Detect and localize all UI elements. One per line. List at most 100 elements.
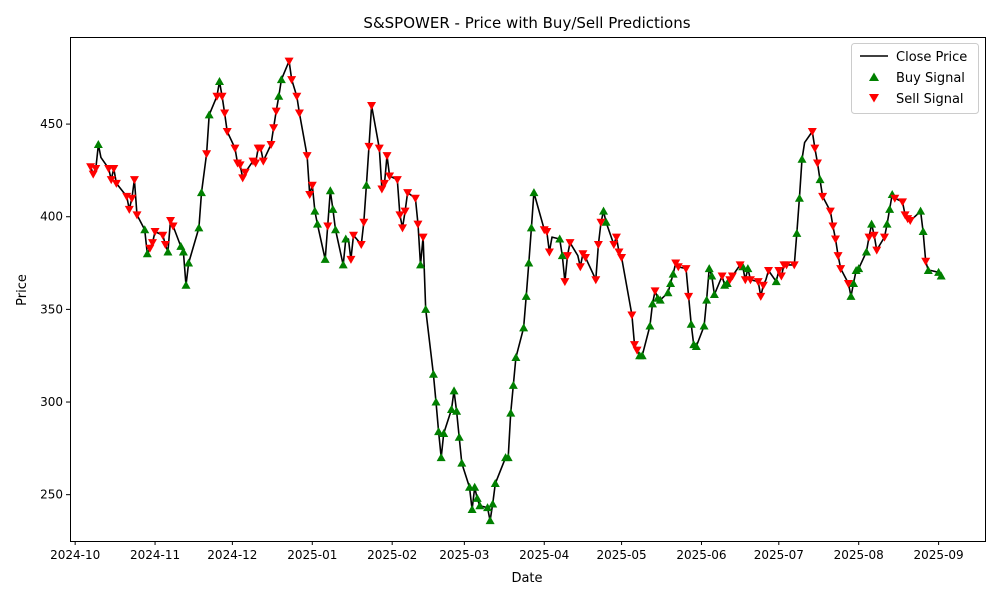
legend-sell-signal: Sell Signal <box>896 92 964 107</box>
y-tick-label: 450 <box>40 117 63 131</box>
sell-signal-point <box>305 191 315 199</box>
sell-signal-point <box>302 152 312 161</box>
buy-signal-point <box>599 206 609 215</box>
buy-signal-point <box>428 369 438 378</box>
buy-signal-point <box>449 386 459 395</box>
buy-signal-point <box>330 225 340 234</box>
buy-signal-point <box>312 219 322 228</box>
buy-signal-point <box>663 288 673 297</box>
x-tick-label: 2025-08 <box>834 548 884 562</box>
sell-signal-point <box>684 292 694 301</box>
buy-signal-point <box>936 271 946 280</box>
sell-signal-point <box>836 265 846 274</box>
buy-signal-point <box>521 291 531 300</box>
buy-signal-point <box>140 225 150 234</box>
sell-signal-point <box>382 152 392 161</box>
sell-signal-point <box>763 266 773 275</box>
sell-signal-point <box>346 255 356 264</box>
buy-signal-point <box>194 223 204 232</box>
sell-signal-point <box>397 224 407 233</box>
buy-signal-point <box>338 260 348 269</box>
sell-signal-point <box>774 266 784 275</box>
x-tick-label: 2025-09 <box>914 548 964 562</box>
sell-signal-point <box>202 150 212 159</box>
x-tick-label: 2024-12 <box>207 548 257 562</box>
sell-signal-point <box>127 194 137 203</box>
buy-signal-point <box>310 206 320 215</box>
sell-signal-point <box>258 157 268 166</box>
buy-signal-point <box>184 258 194 267</box>
buy-signal-point <box>557 251 567 260</box>
x-tick-label: 2024-11 <box>130 548 180 562</box>
sell-signal-point <box>220 109 230 118</box>
sell-signal-point <box>287 76 297 85</box>
buy-signal-point <box>918 227 928 236</box>
sell-signal-point <box>872 246 882 255</box>
x-tick-label: 2025-07 <box>754 548 804 562</box>
sell-signal-point <box>106 176 116 185</box>
x-tick-label: 2025-06 <box>676 548 726 562</box>
sell-signal-point <box>812 159 822 168</box>
buy-signal-point <box>490 479 500 488</box>
sell-signal-point <box>374 144 384 153</box>
buy-signal-point <box>882 219 892 228</box>
sell-signal-point <box>609 241 619 250</box>
sell-signal-point <box>807 128 817 136</box>
sell-signal-point <box>717 272 727 281</box>
buy-signal-point <box>601 217 611 226</box>
sell-signal-point <box>88 170 98 179</box>
plot-frame <box>70 37 986 542</box>
buy-signal-point <box>743 264 753 273</box>
sell-signal-point <box>377 185 387 194</box>
buy-signal-point <box>645 321 655 330</box>
y-tick-label: 400 <box>40 210 63 224</box>
buy-signal-point <box>506 408 516 417</box>
buy-signal-point <box>861 247 871 256</box>
buy-signal-point <box>178 247 188 256</box>
buy-signal-point <box>434 427 444 436</box>
sell-signal-point <box>629 341 639 350</box>
buy-signal-point <box>142 249 152 258</box>
sell-signal-point <box>240 168 250 177</box>
sell-signal-point <box>591 276 601 285</box>
buy-signal-point <box>699 321 709 330</box>
buy-signal-point <box>457 458 467 467</box>
y-axis-ticks: 250 300 350 400 450 <box>40 117 70 502</box>
sell-signal-point <box>898 198 908 207</box>
legend: Close Price Buy Signal Sell Signal <box>851 43 979 114</box>
sell-signal-point <box>132 211 142 220</box>
y-axis-label: Price <box>15 274 30 306</box>
legend-box <box>851 43 979 114</box>
x-tick-label: 2025-04 <box>519 548 569 562</box>
sell-signal-markers <box>86 57 931 355</box>
buy-signal-point <box>470 482 480 491</box>
buy-signal-point <box>722 278 732 287</box>
legend-sell-swatch <box>869 94 879 103</box>
buy-signal-point <box>519 323 529 332</box>
sell-signal-point <box>758 281 768 290</box>
sell-signal-point <box>593 241 603 250</box>
sell-signal-point <box>284 57 294 66</box>
sell-signal-point <box>109 165 119 174</box>
sell-signal-point <box>349 231 359 240</box>
buy-signal-point <box>707 271 717 280</box>
buy-signal-point <box>416 260 426 269</box>
sell-signal-point <box>828 222 838 231</box>
sell-signal-point <box>217 92 227 101</box>
sell-signal-point <box>810 144 820 153</box>
legend-buy-swatch <box>869 72 879 81</box>
sell-signal-point <box>403 189 413 198</box>
buy-signal-point <box>483 503 493 512</box>
buy-signal-point <box>771 277 781 286</box>
buy-signal-point <box>181 280 191 289</box>
sell-signal-point <box>833 252 843 261</box>
sell-signal-point <box>359 218 369 227</box>
buy-signal-point <box>274 91 284 100</box>
y-tick-label: 300 <box>40 395 63 409</box>
sell-signal-point <box>256 144 266 153</box>
sell-signal-point <box>632 346 642 355</box>
buy-signal-point <box>529 188 539 197</box>
buy-signal-point <box>792 228 802 237</box>
buy-signal-point <box>846 291 856 300</box>
